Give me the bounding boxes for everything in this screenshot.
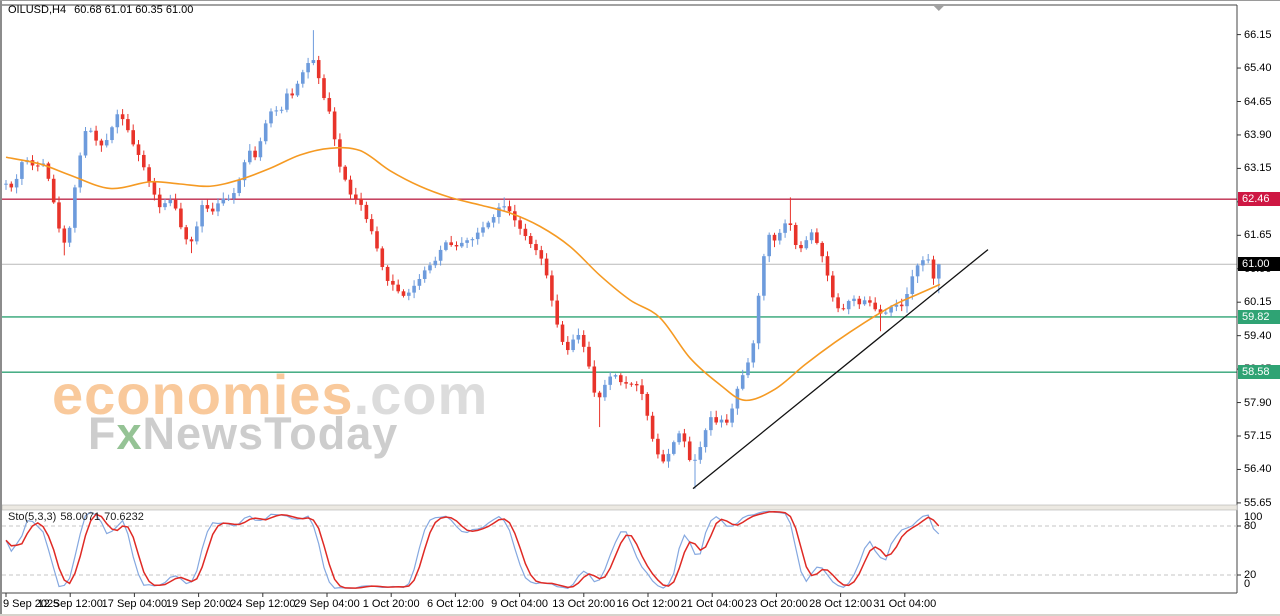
watermark-tagline-f: F — [88, 408, 117, 459]
price-tick-label: 64.65 — [1244, 95, 1272, 108]
price-level-badge: 61.00 — [1238, 257, 1280, 272]
date-tick-label: 31 Oct 04:00 — [873, 598, 937, 610]
price-tick-label: 57.90 — [1244, 396, 1272, 409]
price-tick-label: 63.90 — [1244, 128, 1272, 141]
chart-title: OILUSD,H4 60.68 61.01 60.35 61.00 — [8, 4, 193, 16]
price-tick-label: 59.40 — [1244, 329, 1272, 342]
window-frame-left — [0, 0, 2, 616]
watermark-tagline-rest: NewsToday — [142, 408, 399, 459]
date-tick-label: 13 Oct 20:00 — [552, 598, 616, 610]
price-tick-label: 65.40 — [1244, 62, 1272, 75]
date-tick-label: 23 Oct 20:00 — [744, 598, 808, 610]
watermark-brand-line: economies.com — [52, 362, 488, 427]
stochastic-scale-label: 20 — [1244, 569, 1257, 581]
stochastic-scale-label: 100 — [1244, 510, 1263, 523]
stochastic-d-line — [5, 510, 940, 589]
last-bar-marker-icon — [933, 6, 944, 11]
window-frame-bottom — [0, 614, 1280, 616]
indicator-label: Sto(5,3,3) 58.0071 70.6232 — [8, 511, 148, 523]
stochastic-scale-label: 80 — [1244, 520, 1257, 532]
date-tick-label: 9 Oct 04:00 — [491, 598, 549, 610]
price-tick-label: 56.40 — [1244, 463, 1272, 476]
symbol-timeframe-label: OILUSD,H4 — [8, 4, 67, 16]
date-tick-label: 29 Sep 04:00 — [294, 598, 360, 610]
stochastic-scale-label: 0 — [1244, 578, 1251, 591]
moving-average-line — [5, 146, 941, 402]
pane-separator — [1, 504, 1238, 511]
date-tick-label: 28 Oct 12:00 — [809, 598, 873, 610]
candles-group — [4, 30, 941, 489]
watermark-brand: economies — [52, 363, 354, 426]
watermark-brand-suffix: .com — [353, 363, 489, 426]
indicator-d-value: 70.6232 — [104, 511, 144, 523]
axis-ticks — [5, 34, 1241, 597]
date-tick-label: 6 Oct 12:00 — [426, 598, 484, 610]
indicator-name: Sto(5,3,3) — [8, 511, 57, 523]
date-tick-label: 9 Sep 2025 — [3, 598, 60, 610]
price-tick-label: 63.15 — [1244, 162, 1272, 175]
date-tick-label: 12 Sep 12:00 — [37, 598, 103, 610]
date-tick-label: 1 Oct 20:00 — [362, 598, 420, 610]
date-tick-label: 21 Oct 04:00 — [680, 598, 744, 610]
date-tick-label: 16 Oct 12:00 — [616, 598, 680, 610]
price-tick-label: 55.65 — [1244, 496, 1272, 509]
price-level-badge: 59.82 — [1238, 309, 1280, 324]
ohlc-values: 60.68 61.01 60.35 61.00 — [74, 4, 194, 16]
ascending-trendline — [692, 249, 989, 490]
price-level-badge: 62.46 — [1238, 192, 1280, 207]
date-tick-label: 24 Sep 12:00 — [230, 598, 296, 610]
price-level-badge: 58.58 — [1238, 365, 1280, 380]
window-frame-top — [0, 0, 1280, 1]
price-tick-label: 66.15 — [1244, 28, 1272, 41]
watermark-tagline-x: x — [116, 408, 143, 459]
level-lines — [2, 198, 1237, 373]
price-tick-label: 60.15 — [1244, 296, 1272, 309]
indicator-k-value: 58.0071 — [60, 511, 101, 523]
price-tick-label: 57.15 — [1244, 430, 1272, 442]
date-tick-label: 19 Sep 20:00 — [165, 598, 232, 610]
price-tick-label: 61.65 — [1244, 229, 1272, 242]
date-tick-label: 17 Sep 04:00 — [101, 598, 168, 610]
watermark-tagline: FxNewsToday — [88, 408, 398, 460]
